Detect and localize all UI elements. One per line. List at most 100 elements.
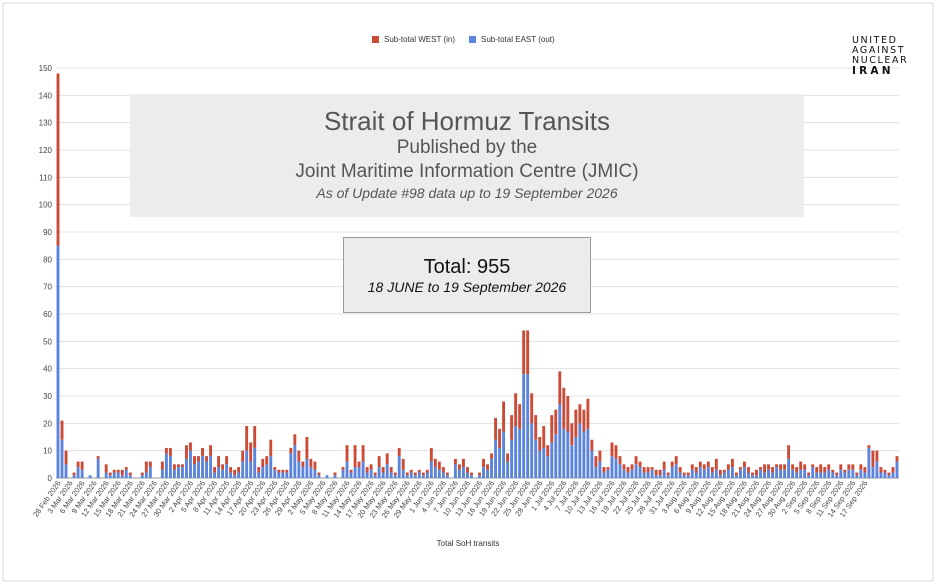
bar-east: [751, 475, 754, 478]
bar-east: [229, 472, 233, 478]
bar-west: [791, 464, 795, 470]
bar-east: [365, 472, 369, 478]
bar-east: [767, 469, 770, 478]
bar-east: [345, 461, 349, 478]
bar-west: [887, 472, 891, 476]
bar-east: [706, 467, 710, 478]
bar-west: [827, 464, 831, 470]
bar-west: [193, 456, 196, 465]
bar-west: [425, 469, 429, 473]
bar-west: [859, 464, 863, 470]
bar-east: [221, 469, 225, 478]
x-axis-title: Total SoH transits: [436, 539, 500, 548]
bar-east: [630, 469, 634, 478]
bar-west: [638, 461, 642, 468]
bar-east: [317, 475, 321, 478]
bar-west: [64, 450, 68, 465]
bar-west: [686, 472, 690, 476]
bar-west: [807, 472, 811, 476]
bar-east: [453, 464, 457, 478]
bar-east: [148, 467, 152, 478]
bar-west: [847, 464, 851, 470]
bar-west: [843, 469, 847, 473]
bar-east: [775, 467, 779, 478]
bar-east: [819, 472, 823, 478]
bar-west: [502, 401, 506, 432]
bar-west: [606, 467, 610, 470]
bar-west: [365, 467, 369, 473]
bar-west: [313, 461, 317, 470]
y-tick-label: 120: [39, 146, 53, 155]
bar-east: [566, 431, 570, 478]
bar-east: [634, 464, 638, 478]
bar-west: [590, 439, 594, 451]
bar-west: [269, 439, 273, 457]
bar-west: [397, 447, 401, 457]
bar-east: [393, 475, 397, 478]
bar-west: [787, 445, 791, 459]
bar-east: [891, 472, 895, 478]
bar-west: [265, 456, 269, 465]
bar-west: [642, 467, 646, 473]
bar-east: [522, 374, 526, 478]
bar-west: [104, 464, 108, 473]
bar-east: [369, 469, 373, 478]
chart-subtitle-1: Published by the: [396, 137, 538, 158]
total-box: Total: 955 18 JUNE to 19 September 2026: [343, 237, 591, 313]
bar-east: [502, 431, 506, 478]
bar-west: [377, 456, 381, 468]
bar-east: [791, 469, 795, 478]
bar-east: [678, 472, 682, 478]
bar-east: [233, 475, 237, 478]
bar-east: [241, 461, 245, 478]
bar-west: [301, 461, 305, 468]
bar-west: [514, 393, 518, 427]
bar-west: [160, 461, 164, 470]
bar-east: [807, 475, 811, 478]
bar-west: [522, 330, 526, 375]
bar-east: [811, 467, 815, 478]
bar-west: [401, 458, 405, 470]
bar-east: [730, 467, 734, 478]
bar-east: [261, 467, 265, 478]
bar-east: [722, 472, 726, 478]
bar-west: [281, 469, 285, 473]
y-tick-label: 130: [39, 119, 53, 128]
chart-update-note: As of Update #98 data up to 19 September…: [316, 185, 618, 201]
bar-east: [397, 456, 401, 478]
bar-east: [429, 461, 433, 478]
bar-west: [253, 426, 257, 448]
bar-west: [526, 330, 530, 375]
bar-east: [197, 461, 200, 478]
bar-west: [811, 464, 815, 468]
bar-west: [333, 472, 337, 476]
bar-west: [582, 409, 586, 432]
logo-line-2: AGAINST: [852, 45, 906, 56]
bar-west: [534, 415, 538, 440]
bar-east: [618, 464, 622, 478]
bar-west: [221, 464, 225, 470]
bar-west: [498, 428, 502, 448]
bar-west: [730, 458, 734, 468]
bar-west: [241, 450, 245, 462]
bar-west: [277, 469, 281, 473]
bar-east: [650, 469, 654, 478]
bar-east: [285, 472, 289, 478]
total-date-range: 18 JUNE to 19 September 2026: [367, 279, 567, 295]
bar-east: [349, 472, 353, 478]
bar-west: [168, 447, 172, 457]
bar-east: [815, 472, 819, 478]
bar-west: [646, 467, 650, 473]
bar-west: [490, 453, 493, 459]
bar-west: [658, 469, 662, 476]
bar-west: [795, 467, 799, 473]
bar-west: [197, 456, 200, 462]
bar-east: [714, 469, 718, 478]
bar-east: [269, 456, 273, 478]
bar-west: [682, 472, 686, 476]
bar-west: [405, 472, 409, 476]
bar-east: [64, 464, 68, 478]
bar-east: [831, 472, 835, 478]
bar-west: [747, 467, 750, 473]
bar-east: [168, 456, 172, 478]
